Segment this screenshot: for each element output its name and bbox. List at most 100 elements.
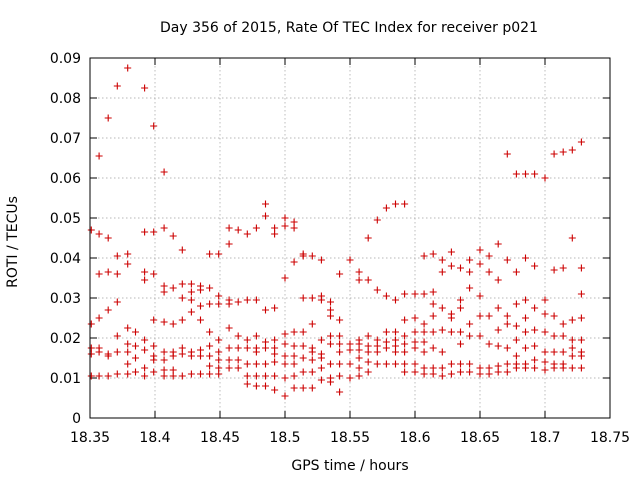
data-point	[457, 264, 464, 272]
data-point	[373, 342, 381, 350]
data-point	[252, 360, 260, 368]
data-point	[252, 224, 260, 232]
data-point	[271, 372, 279, 380]
data-point	[559, 264, 567, 272]
data-point	[401, 368, 409, 376]
data-point	[522, 314, 529, 322]
data-point	[512, 268, 520, 276]
data-point	[87, 350, 95, 358]
data-point	[420, 290, 428, 298]
data-point	[355, 268, 363, 276]
data-point	[346, 374, 354, 382]
data-point	[197, 286, 204, 294]
data-point	[234, 332, 242, 340]
data-point	[141, 372, 149, 380]
data-point	[494, 304, 502, 312]
data-point	[512, 322, 520, 330]
data-point	[178, 344, 186, 352]
data-point	[252, 382, 260, 390]
data-point	[512, 364, 520, 372]
data-point	[336, 270, 344, 278]
data-point	[346, 360, 354, 368]
data-point	[392, 200, 399, 208]
data-point	[429, 288, 437, 296]
data-point	[568, 234, 576, 242]
data-point	[438, 348, 446, 356]
data-point	[494, 368, 502, 376]
data-point	[355, 372, 363, 380]
data-point	[215, 370, 223, 378]
data-point	[392, 360, 399, 368]
data-point	[317, 364, 325, 372]
data-point	[420, 338, 428, 346]
data-point	[160, 168, 168, 176]
data-point	[382, 338, 390, 346]
data-point	[438, 304, 446, 312]
data-point	[281, 274, 289, 282]
data-point	[243, 230, 251, 238]
data-point	[243, 296, 251, 304]
data-point	[281, 340, 289, 348]
data-point	[503, 360, 511, 368]
data-point	[225, 300, 233, 308]
data-point	[150, 356, 158, 364]
data-point	[429, 250, 437, 258]
data-point	[113, 82, 121, 90]
data-point	[281, 214, 289, 222]
data-point	[466, 320, 474, 328]
data-point	[447, 314, 455, 322]
data-point	[550, 266, 558, 274]
data-point	[317, 376, 325, 384]
y-tick-label: 0.08	[50, 91, 81, 107]
data-point	[271, 344, 279, 352]
data-point	[485, 312, 493, 320]
data-point	[401, 332, 409, 340]
data-point	[206, 342, 214, 350]
data-point	[262, 382, 269, 390]
data-point	[503, 150, 511, 158]
data-point	[271, 386, 279, 394]
data-point	[503, 312, 511, 320]
data-point	[568, 316, 576, 324]
data-point	[290, 384, 298, 392]
data-point	[308, 252, 316, 260]
data-point	[411, 368, 419, 376]
data-point	[466, 256, 474, 264]
data-point	[243, 344, 251, 352]
data-point	[299, 368, 307, 376]
data-point	[512, 170, 520, 178]
data-point	[160, 366, 168, 374]
data-point	[141, 346, 149, 354]
data-point	[364, 276, 372, 284]
data-point	[327, 360, 334, 368]
y-tick-label: 0.04	[50, 251, 81, 267]
data-point	[512, 300, 520, 308]
data-point	[373, 360, 381, 368]
data-point	[206, 250, 214, 258]
data-point	[169, 366, 177, 374]
data-point	[234, 344, 242, 352]
data-point	[531, 304, 539, 312]
data-point	[225, 324, 233, 332]
data-point	[541, 328, 549, 336]
data-point	[317, 354, 325, 362]
data-point	[411, 338, 419, 346]
y-tick-label: 0.02	[50, 331, 81, 347]
data-point	[522, 328, 529, 336]
data-point	[411, 314, 419, 322]
data-point	[401, 290, 409, 298]
data-point	[355, 276, 363, 284]
data-point	[262, 372, 269, 380]
data-point	[169, 352, 177, 360]
data-point	[541, 296, 549, 304]
data-point	[568, 364, 576, 372]
data-point	[281, 330, 289, 338]
data-point	[327, 306, 334, 314]
data-point	[281, 392, 289, 400]
data-point	[160, 348, 168, 356]
data-point	[485, 252, 493, 260]
data-point	[290, 224, 298, 232]
data-point	[438, 326, 446, 334]
data-point	[113, 252, 121, 260]
data-point	[485, 364, 493, 372]
